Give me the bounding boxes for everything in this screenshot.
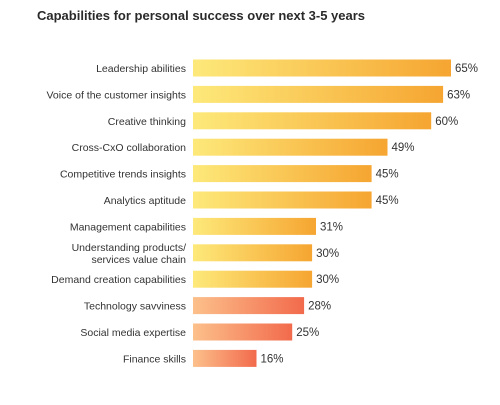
value-label: 30%: [316, 248, 339, 260]
category-label: Finance skills: [123, 353, 186, 365]
bar: [193, 112, 432, 130]
bar: [193, 138, 388, 156]
value-label: 63%: [447, 89, 470, 101]
value-label: 25%: [296, 327, 319, 339]
bar: [193, 165, 372, 183]
value-label: 45%: [376, 195, 399, 207]
value-label: 31%: [320, 221, 343, 233]
bar: [193, 349, 257, 367]
value-label: 16%: [261, 353, 284, 365]
category-label: Social media expertise: [80, 327, 186, 339]
category-label: Demand creation capabilities: [51, 274, 186, 286]
bar: [193, 217, 316, 235]
value-label: 65%: [455, 63, 478, 75]
value-label: 60%: [435, 116, 458, 128]
value-label: 45%: [376, 169, 399, 181]
category-label: Technology savviness: [84, 301, 186, 313]
bar: [193, 323, 293, 341]
category-label: Competitive trends insights: [60, 169, 186, 181]
bar: [193, 59, 451, 77]
value-label: 28%: [308, 301, 331, 313]
category-label: Understanding products/services value ch…: [72, 242, 187, 266]
bar: [193, 270, 313, 288]
category-label: Analytics aptitude: [104, 195, 186, 207]
category-label: Creative thinking: [108, 116, 186, 128]
bar: [193, 297, 305, 315]
bar: [193, 85, 444, 103]
bar: [193, 191, 372, 209]
category-label: Management capabilities: [70, 221, 186, 233]
bar: [193, 244, 313, 262]
value-label: 30%: [316, 274, 339, 286]
category-label: Cross-CxO collaboration: [72, 142, 187, 154]
category-label: Voice of the customer insights: [47, 89, 187, 101]
chart-title: Capabilities for personal success over n…: [37, 8, 366, 23]
category-label: Leadership abilities: [96, 63, 186, 75]
value-label: 49%: [392, 142, 415, 154]
